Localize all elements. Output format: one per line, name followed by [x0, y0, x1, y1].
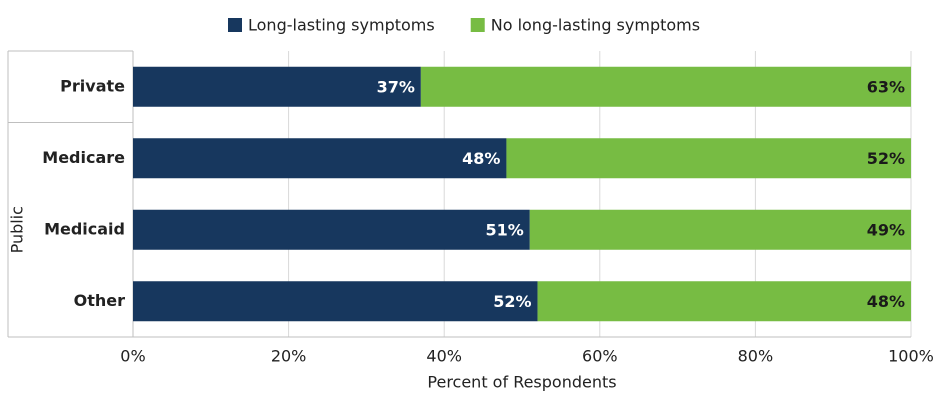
x-tick-label: 20%: [271, 347, 307, 366]
legend-label: No long-lasting symptoms: [491, 16, 700, 35]
bar-segment: [133, 66, 421, 107]
value-label: 37%: [377, 77, 415, 96]
bar-segment: [537, 281, 911, 322]
legend-label: Long-lasting symptoms: [248, 16, 435, 35]
x-tick-label: 0%: [120, 347, 145, 366]
value-label: 51%: [485, 220, 523, 239]
x-axis-title: Percent of Respondents: [427, 373, 616, 392]
bar-segment: [133, 138, 507, 179]
y-tick-label: Other: [74, 291, 125, 310]
y-tick-label: Medicaid: [44, 219, 125, 238]
value-label: 52%: [493, 292, 531, 311]
bar-segment: [506, 138, 911, 179]
value-label: 48%: [867, 292, 905, 311]
legend-swatch: [228, 18, 242, 32]
x-tick-label: 80%: [738, 347, 774, 366]
value-label: 48%: [462, 149, 500, 168]
y-tick-label: Medicare: [42, 148, 125, 167]
x-tick-label: 40%: [426, 347, 462, 366]
bar-segment: [133, 281, 538, 322]
bar-segment: [133, 209, 530, 250]
group-label: Public: [8, 206, 27, 253]
x-tick-label: 60%: [582, 347, 618, 366]
value-label: 52%: [867, 149, 905, 168]
bar-segment: [529, 209, 911, 250]
legend-swatch: [470, 18, 485, 32]
value-label: 49%: [867, 220, 905, 239]
bar-segment: [420, 66, 911, 107]
x-tick-label: 100%: [888, 347, 934, 366]
y-tick-label: Private: [60, 76, 125, 95]
value-label: 63%: [867, 77, 905, 96]
